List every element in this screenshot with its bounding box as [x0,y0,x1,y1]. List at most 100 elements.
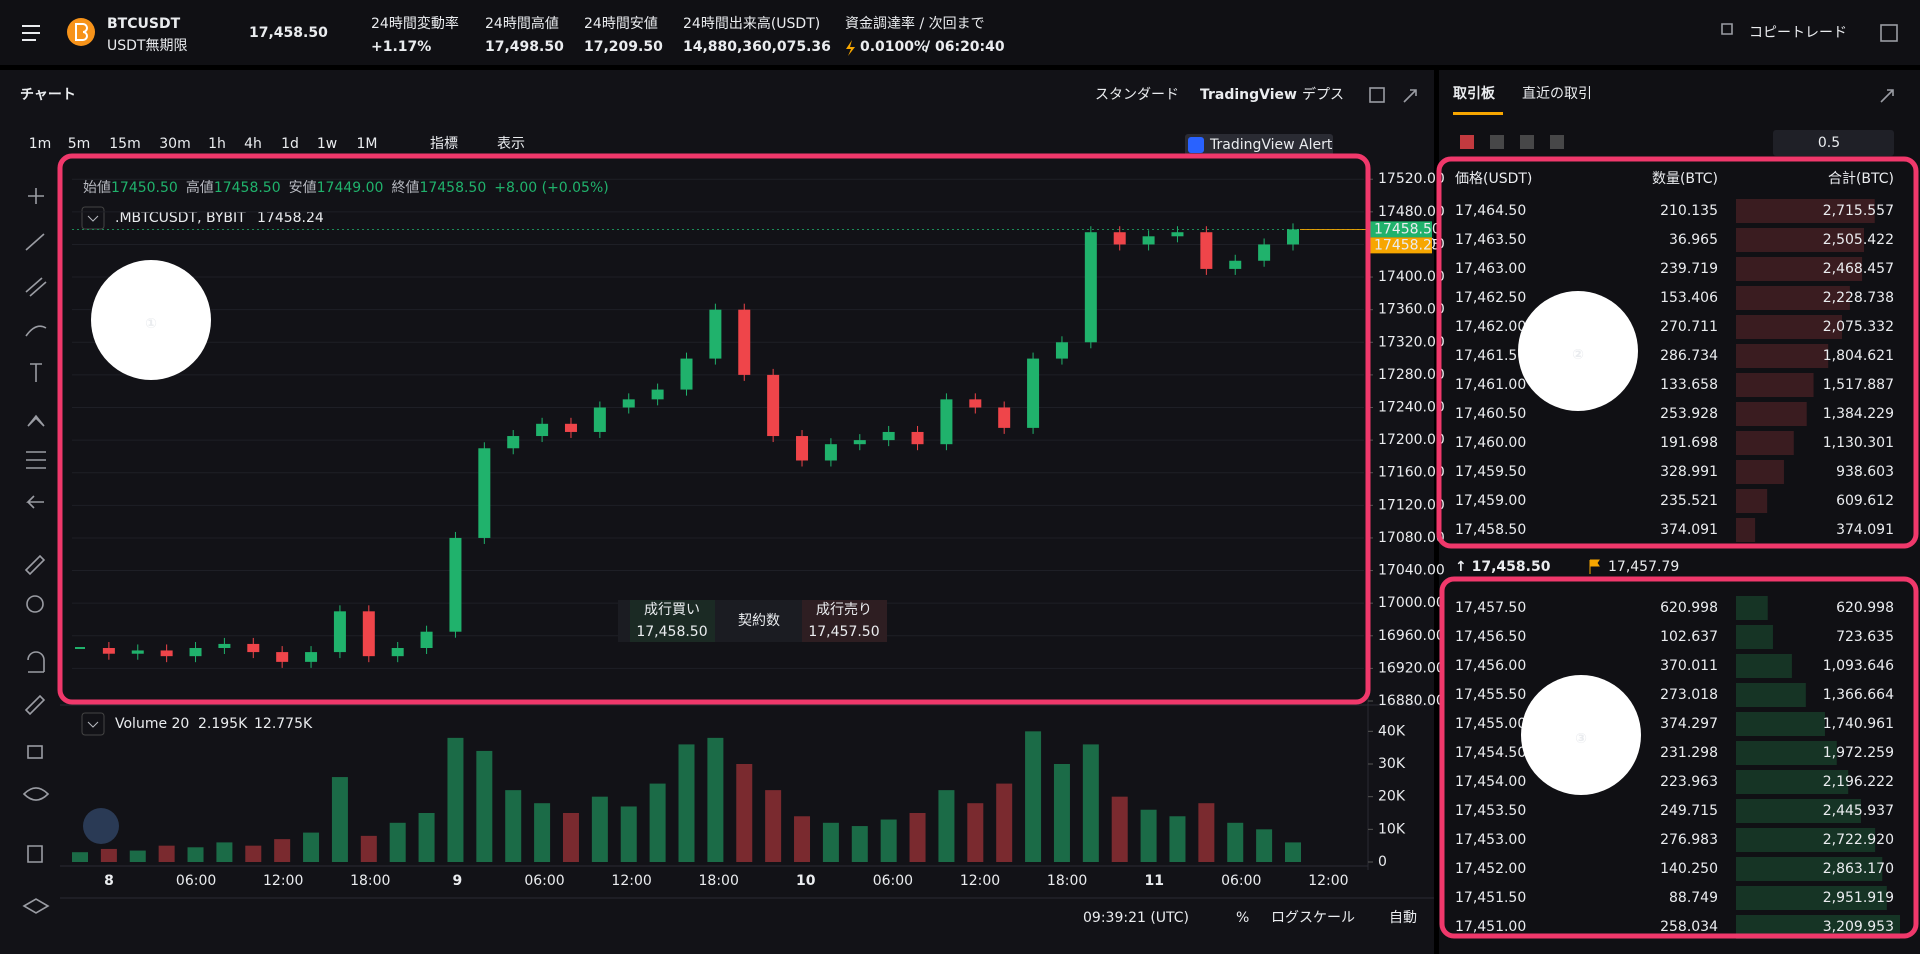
depth-bar [1736,625,1773,649]
price: 17,460.00 [1455,435,1526,451]
y-tick-label: 17240.00 [1378,400,1445,416]
panel-icons[interactable] [1369,23,1898,103]
candle [882,431,895,441]
volume-bar [534,803,551,862]
depth-bar [1736,402,1807,426]
total: 2,075.332 [1823,319,1894,335]
candle [218,643,231,649]
percent-toggle[interactable]: % [1236,910,1249,926]
candle [853,440,866,445]
x-tick-label: 12:00 [1308,873,1348,889]
layout-icon[interactable] [1490,135,1504,149]
candle [651,389,664,400]
volume-bar [447,737,464,862]
volume-bar [880,819,897,862]
buy-box[interactable] [630,600,715,642]
top-bar [0,0,1920,65]
candle [738,309,751,375]
interval[interactable]: 1w [317,136,337,152]
volume-bar [1256,829,1273,862]
depth-bar [1736,654,1792,678]
interval[interactable]: 30m [159,136,190,152]
column-header: 価格(USDT) [1455,171,1532,187]
buy-label[interactable]: 成行買い [644,602,700,618]
menu-icon[interactable] [22,25,40,41]
layout-icon[interactable] [1520,135,1534,149]
view-tab[interactable]: TradingView [1200,87,1297,103]
quantity: 270.711 [1660,319,1718,335]
total: 620.998 [1836,600,1894,616]
volume-bar [794,816,811,862]
interval[interactable]: 5m [68,136,91,152]
alert-button[interactable] [1185,134,1333,156]
ohlc-label: 高値 [186,179,214,196]
tab[interactable]: 取引板 [1453,85,1496,102]
total: 1,130.301 [1823,435,1894,451]
price: 17,463.00 [1455,261,1526,277]
log-toggle[interactable]: ログスケール [1271,910,1355,926]
layout-icon[interactable] [1460,135,1474,149]
collapse-button[interactable] [81,712,105,736]
step-select[interactable] [1773,130,1894,156]
annotation-number: ② [1572,347,1584,363]
total: 609.612 [1836,493,1894,509]
candle [333,611,346,653]
quantity: 36.965 [1669,232,1718,248]
depth-bar [1736,683,1806,707]
alert-icon [1188,137,1204,153]
candle [824,444,837,461]
coin-icon [67,18,95,46]
interval[interactable]: 4h [244,136,262,152]
sell-label[interactable]: 成行売り [816,602,872,618]
sell-price[interactable]: 17,457.50 [808,624,879,640]
interval[interactable]: 1M [357,136,378,152]
tool-icons[interactable] [22,188,50,914]
price-tag [1370,221,1432,238]
interval[interactable]: 1m [29,136,52,152]
candle [593,407,606,432]
volume-bar [996,783,1013,862]
volume-bar [216,842,233,862]
y-tick-label: 20K [1378,789,1406,805]
menu[interactable]: 指標 [430,136,458,152]
view-tab[interactable]: デプス [1302,86,1344,103]
buy-price[interactable]: 17,458.50 [636,624,707,640]
price: 17,459.50 [1455,464,1526,480]
quantity: 249.715 [1660,803,1718,819]
interval[interactable]: 15m [109,136,140,152]
price: 17,462.50 [1455,290,1526,306]
total: 1,384.229 [1823,406,1894,422]
step-value[interactable]: 0.5 [1818,135,1840,151]
menu[interactable]: 表示 [497,136,525,152]
copy-trade[interactable]: コピートレード [1749,25,1847,41]
total: 1,366.664 [1823,687,1894,703]
auto-toggle[interactable]: 自動 [1389,910,1417,926]
candle [75,647,85,650]
price: 17,461.50 [1455,348,1526,364]
layout-icon[interactable] [1550,135,1564,149]
sell-box[interactable] [802,600,887,642]
price: 17,453.50 [1455,803,1526,819]
annotation-box [57,153,1371,705]
price: 17,464.50 [1455,203,1526,219]
y-tick-label: 17320.00 [1378,334,1445,350]
candle [1287,229,1299,245]
tab[interactable]: 直近の取引 [1522,85,1592,102]
candle [1055,342,1068,359]
view-tab[interactable]: スタンダード [1095,87,1179,103]
interval[interactable]: 1h [208,136,226,152]
y-tick-label: 0 [1378,854,1387,870]
quantity: 370.011 [1660,658,1718,674]
alert-label[interactable]: TradingView Alert [1209,137,1333,153]
candle [796,436,809,461]
depth-bar [1736,228,1865,252]
volume-bar [620,806,637,862]
candle [940,399,953,445]
interval[interactable]: 1d [281,136,299,152]
price: 17,454.50 [1455,745,1526,761]
quantity: 258.034 [1660,919,1718,935]
volume-bar [967,803,984,862]
volume-bar [1053,764,1070,862]
volume-bar [72,852,88,862]
